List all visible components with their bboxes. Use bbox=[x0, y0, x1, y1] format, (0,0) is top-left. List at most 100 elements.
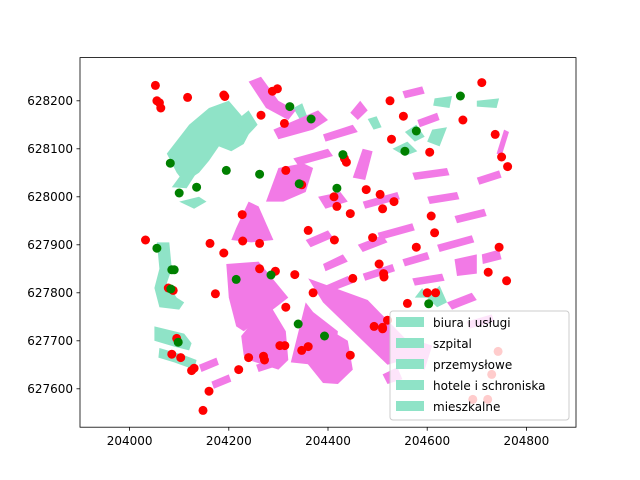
red-point bbox=[497, 152, 507, 162]
red-point bbox=[341, 157, 351, 167]
green-point bbox=[400, 146, 410, 156]
red-point bbox=[256, 110, 266, 120]
x-tick-label: 204400 bbox=[305, 434, 351, 448]
green-point bbox=[174, 188, 184, 198]
green-point bbox=[165, 158, 175, 168]
red-point bbox=[332, 201, 342, 211]
green-point bbox=[231, 274, 241, 284]
building-teal bbox=[154, 242, 185, 310]
red-point bbox=[375, 189, 385, 199]
green-point bbox=[424, 299, 434, 309]
green-point bbox=[306, 114, 316, 124]
y-tick-label: 627800 bbox=[27, 286, 73, 300]
green-point bbox=[255, 169, 265, 179]
legend-label: mieszkalne bbox=[433, 400, 500, 414]
building-pink bbox=[350, 100, 368, 120]
x-axis: 204000 204200 204400 204600 204800 bbox=[107, 427, 549, 448]
red-point bbox=[198, 405, 208, 415]
red-point bbox=[425, 147, 435, 157]
building-teal bbox=[233, 110, 258, 135]
building-pink bbox=[402, 86, 425, 99]
red-point bbox=[308, 288, 318, 298]
building-teal bbox=[427, 127, 447, 147]
red-point bbox=[234, 365, 244, 375]
red-point bbox=[494, 242, 504, 252]
building-pink bbox=[481, 249, 502, 264]
green-point bbox=[293, 319, 303, 329]
building-teal bbox=[166, 100, 252, 183]
red-point bbox=[348, 273, 358, 283]
red-point bbox=[237, 210, 247, 220]
building-pink bbox=[496, 129, 509, 156]
building-pink bbox=[241, 302, 289, 370]
red-point bbox=[387, 134, 396, 144]
red-point bbox=[290, 270, 300, 280]
y-tick-label: 627900 bbox=[27, 238, 73, 252]
building-pink bbox=[437, 235, 475, 252]
red-point bbox=[431, 288, 441, 298]
red-point bbox=[329, 192, 339, 202]
legend-swatch bbox=[396, 359, 424, 369]
building-pink bbox=[454, 254, 477, 276]
x-tick-label: 204000 bbox=[107, 434, 153, 448]
green-point bbox=[338, 150, 348, 160]
y-tick-label: 628000 bbox=[27, 190, 73, 204]
red-point bbox=[502, 276, 512, 286]
green-point bbox=[266, 270, 276, 280]
legend-swatch bbox=[396, 401, 424, 411]
red-point bbox=[189, 363, 199, 373]
building-pink bbox=[211, 374, 232, 389]
red-point bbox=[281, 165, 291, 175]
red-point bbox=[490, 129, 500, 139]
building-pink bbox=[362, 192, 400, 209]
building-pink bbox=[362, 264, 395, 281]
green-point bbox=[221, 165, 231, 175]
red-point bbox=[379, 272, 389, 282]
red-point bbox=[238, 236, 248, 246]
red-point bbox=[411, 242, 421, 252]
legend-box bbox=[389, 310, 570, 421]
green-point bbox=[294, 179, 304, 189]
red-point bbox=[368, 233, 378, 243]
red-point bbox=[361, 185, 371, 195]
building-teal bbox=[179, 196, 207, 209]
building-pink bbox=[323, 124, 358, 142]
green-point bbox=[455, 91, 465, 101]
y-tick-label: 627600 bbox=[27, 382, 73, 396]
green-point bbox=[173, 337, 183, 347]
green-point bbox=[192, 182, 202, 192]
legend-label: przemysłowe bbox=[433, 358, 512, 372]
red-point bbox=[141, 235, 150, 245]
red-point bbox=[279, 118, 289, 128]
red-point bbox=[167, 349, 177, 359]
red-point bbox=[255, 238, 265, 248]
x-tick-label: 204600 bbox=[404, 434, 450, 448]
building-teal bbox=[433, 96, 452, 108]
red-point bbox=[345, 350, 355, 360]
building-pink bbox=[323, 254, 348, 272]
green-point bbox=[152, 243, 162, 253]
red-point bbox=[204, 386, 214, 396]
red-point bbox=[219, 248, 229, 258]
red-point bbox=[272, 84, 282, 94]
red-point bbox=[244, 353, 254, 363]
red-point bbox=[422, 288, 432, 298]
red-point bbox=[483, 267, 493, 277]
green-point bbox=[169, 265, 179, 275]
legend-label: hotele i schroniska bbox=[433, 379, 545, 393]
building-teal bbox=[171, 170, 197, 189]
red-point bbox=[430, 228, 440, 238]
building-pink bbox=[476, 170, 502, 185]
building-pink bbox=[199, 357, 219, 372]
building-pink bbox=[293, 148, 333, 166]
red-point bbox=[369, 321, 379, 331]
red-point bbox=[260, 355, 269, 365]
green-point bbox=[411, 126, 421, 136]
y-axis: 627600 627700 627800 627900 628000 628100 6282… bbox=[27, 94, 80, 396]
red-point bbox=[210, 289, 220, 299]
building-teal bbox=[476, 98, 500, 108]
red-point bbox=[503, 162, 513, 172]
legend: biura i usługi szpital przemysłowe hotel… bbox=[389, 310, 570, 421]
legend-label: biura i usługi bbox=[433, 316, 511, 330]
